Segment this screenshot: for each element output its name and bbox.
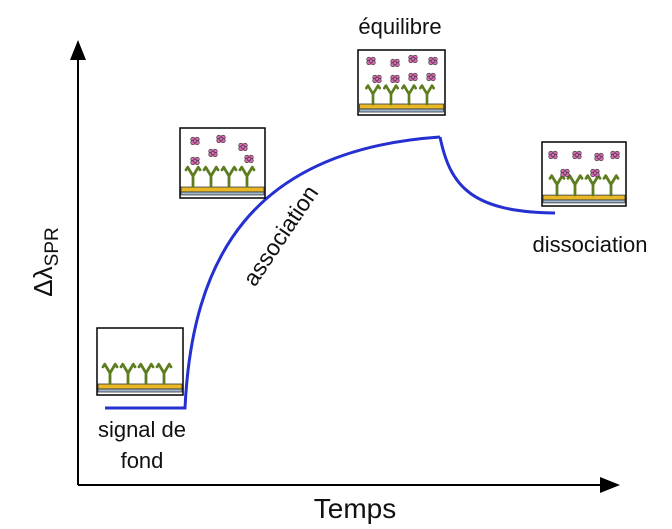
y-axis-label: ΔλSPR	[28, 227, 63, 296]
surface-box	[357, 49, 446, 116]
dissociation-curve	[438, 136, 556, 215]
phase-label: signal de	[98, 417, 186, 442]
surface-box	[541, 141, 627, 207]
surface-box	[96, 327, 184, 396]
phase-label: équilibre	[358, 14, 441, 39]
surface-box	[179, 127, 266, 199]
association-curve	[105, 135, 441, 410]
y-axis-label-sub: SPR	[42, 227, 63, 266]
y-axis-label-main: Δλ	[28, 266, 58, 296]
phase-label: fond	[121, 448, 164, 473]
phase-label: dissociation	[533, 232, 648, 257]
x-axis-label: Temps	[314, 493, 396, 524]
